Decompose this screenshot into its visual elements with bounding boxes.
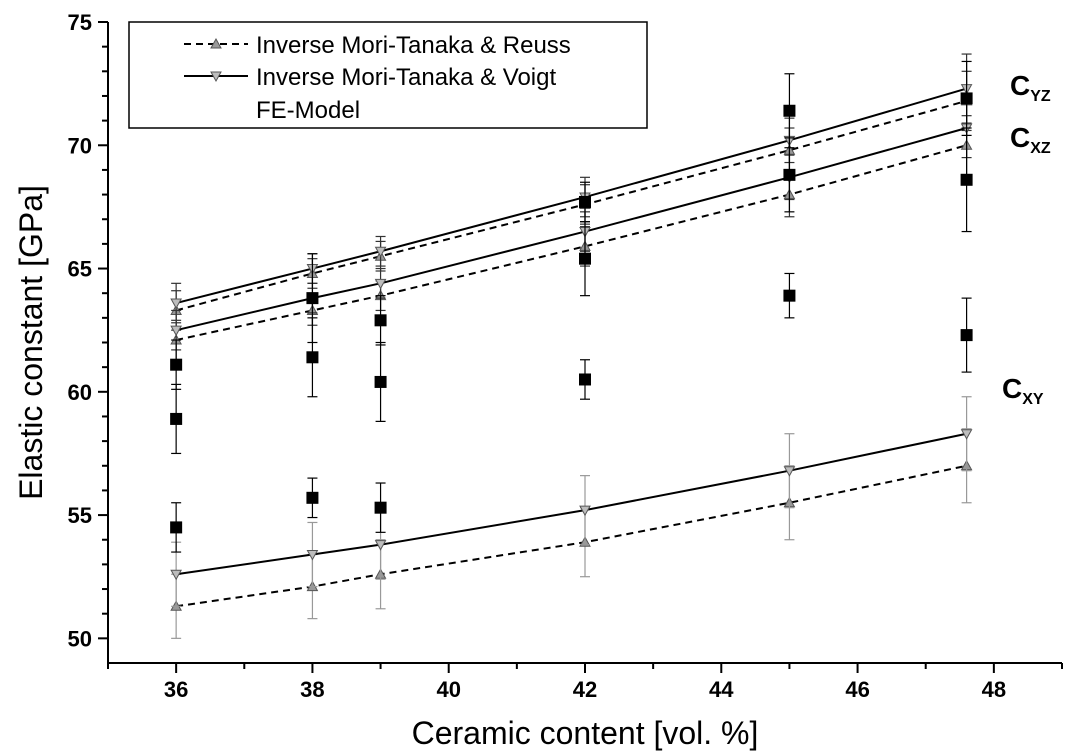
data-point-voigt (579, 505, 591, 517)
data-point-voigt (170, 325, 182, 337)
legend-marker-triangle-down (210, 71, 222, 83)
data-point-fe (783, 168, 796, 181)
axes: 36 38 40 42 44 46 48 50 55 60 65 70 75 Ceramic conten… (13, 10, 1063, 751)
curve-label-main: C (1010, 122, 1030, 153)
series-line (175, 464, 967, 608)
data-point-fe (374, 501, 387, 514)
legend-label: Inverse Mori-Tanaka & Voigt (256, 64, 556, 91)
curve-label-cxy: CXY (1002, 373, 1044, 408)
series-fe-model (170, 60, 973, 553)
series-line (175, 99, 967, 312)
curve-label-subscript: XZ (1030, 140, 1051, 157)
legend-item-2: FE-Model (256, 97, 360, 124)
curve-label-main: C (1010, 70, 1030, 101)
x-tick-label: 42 (573, 677, 597, 702)
legend-marker-triangle-up (210, 37, 222, 49)
x-tick-label: 46 (845, 677, 869, 702)
legend-item-1: Inverse Mori-Tanaka & Voigt (184, 64, 556, 91)
y-tick-label: 50 (68, 626, 92, 651)
data-point-fe (306, 351, 319, 364)
y-axis-title: Elastic constant [GPa] (13, 185, 49, 500)
y-tick-label: 65 (68, 257, 92, 282)
series-line (175, 432, 967, 576)
x-tick-label: 44 (709, 677, 734, 702)
series-line (175, 144, 967, 342)
y-tick-label: 55 (68, 503, 92, 528)
data-point-voigt (783, 466, 796, 477)
data-point-fe (306, 292, 319, 305)
y-tick-label: 60 (68, 380, 92, 405)
data-point-fe (306, 491, 319, 504)
data-point-voigt (960, 429, 973, 440)
curve-label-main: C (1002, 373, 1022, 404)
data-point-fe (170, 358, 183, 371)
curve-label-subscript: YZ (1030, 88, 1051, 105)
data-point-voigt (374, 246, 387, 258)
legend: Inverse Mori-Tanaka & Reuss Inverse Mori-… (128, 21, 648, 129)
series-xy-voigt (170, 396, 973, 607)
curve-label-cyz: CYZ (1010, 70, 1051, 105)
series-xz-voigt (170, 97, 973, 351)
data-point-fe (579, 373, 591, 386)
data-point-fe (374, 314, 387, 327)
x-tick-label: 48 (982, 677, 1006, 702)
series-xy-reuss (170, 428, 973, 639)
data-point-fe (960, 92, 973, 105)
legend-label: FE-Model (256, 97, 360, 124)
data-point-fe (170, 412, 183, 425)
series-line (175, 87, 967, 305)
x-tick-label: 36 (164, 677, 188, 702)
series-xz-reuss (170, 115, 973, 361)
legend-item-0: Inverse Mori-Tanaka & Reuss (184, 32, 571, 59)
data-point-fe (783, 104, 796, 117)
curve-label-subscript: XY (1022, 391, 1044, 408)
y-tick-label: 70 (68, 133, 92, 158)
x-tick-label: 40 (436, 677, 460, 702)
x-tick-label: 38 (300, 677, 324, 702)
data-point-voigt (374, 278, 387, 290)
x-axis-title: Ceramic content [vol. %] (412, 715, 759, 751)
y-tick-label: 75 (68, 10, 92, 35)
data-point-fe (579, 252, 591, 265)
data-point-voigt (374, 540, 387, 551)
data-point-voigt (306, 550, 319, 561)
data-point-fe (579, 195, 591, 208)
legend-label: Inverse Mori-Tanaka & Reuss (256, 32, 571, 59)
data-point-voigt (170, 569, 182, 581)
data-point-fe (960, 329, 973, 342)
data-point-voigt (170, 298, 182, 310)
plot-area (170, 53, 973, 639)
curve-label-cxz: CXZ (1010, 122, 1051, 157)
data-point-fe (170, 521, 183, 534)
data-point-fe (783, 289, 796, 302)
data-point-fe (960, 173, 973, 186)
data-point-fe (374, 375, 387, 388)
series-line (175, 127, 967, 332)
